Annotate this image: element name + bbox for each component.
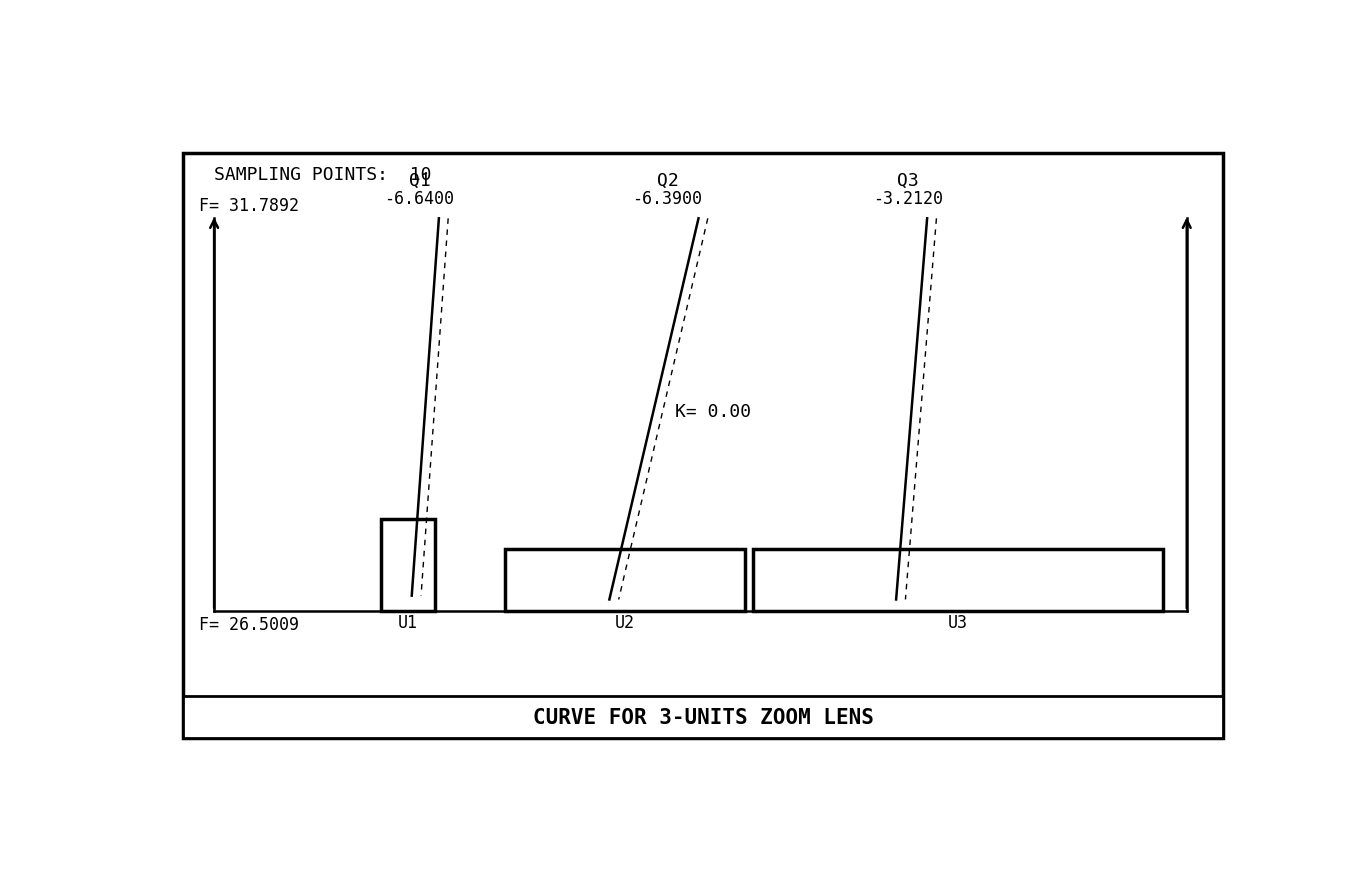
Text: Q2: Q2 bbox=[657, 172, 678, 189]
Text: CURVE FOR 3-UNITS ZOOM LENS: CURVE FOR 3-UNITS ZOOM LENS bbox=[532, 707, 874, 727]
Text: U2: U2 bbox=[615, 613, 635, 631]
Text: -6.3900: -6.3900 bbox=[632, 189, 702, 208]
Bar bbox=[381, 519, 435, 611]
Text: U3: U3 bbox=[948, 613, 969, 631]
Bar bbox=[753, 550, 1163, 611]
Text: -6.6400: -6.6400 bbox=[384, 189, 454, 208]
Text: F= 31.7892: F= 31.7892 bbox=[199, 197, 299, 215]
Text: U1: U1 bbox=[398, 613, 418, 631]
Text: SAMPLING POINTS:  10: SAMPLING POINTS: 10 bbox=[214, 167, 432, 184]
Text: K= 0.00: K= 0.00 bbox=[675, 403, 752, 420]
Text: F= 26.5009: F= 26.5009 bbox=[199, 615, 299, 633]
Text: -3.2120: -3.2120 bbox=[873, 189, 943, 208]
Bar bbox=[182, 696, 1224, 738]
Bar bbox=[505, 550, 745, 611]
Text: Q3: Q3 bbox=[897, 172, 919, 189]
Bar bbox=[182, 153, 1224, 738]
Text: Q1: Q1 bbox=[409, 172, 431, 189]
